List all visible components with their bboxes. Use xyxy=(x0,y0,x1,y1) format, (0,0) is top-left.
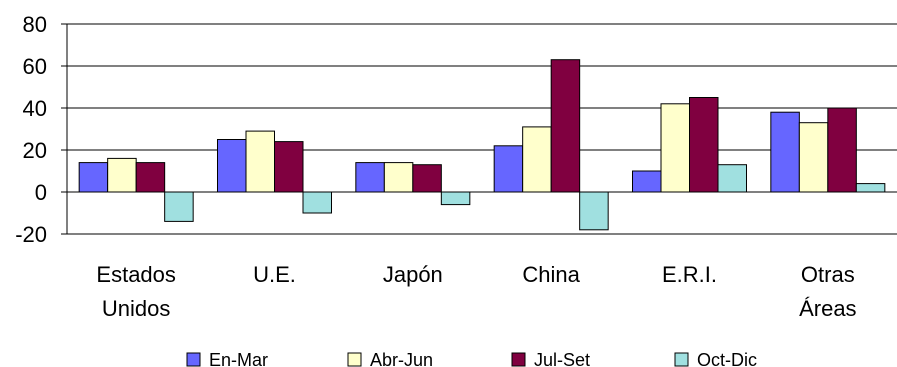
x-category-label: Otras Áreas xyxy=(799,262,856,321)
legend-label: Abr-Jun xyxy=(370,350,433,367)
legend-label: Oct-Dic xyxy=(697,350,757,367)
bar-en-mar-5 xyxy=(770,111,800,193)
bar-en-mar-4 xyxy=(632,170,662,193)
legend-swatch xyxy=(347,352,362,367)
bar-abr-jun-1 xyxy=(245,130,275,193)
bar-jul-set-2 xyxy=(412,164,442,193)
legend-swatch xyxy=(511,352,526,367)
legend-label: En-Mar xyxy=(209,350,268,367)
bar-jul-set-3 xyxy=(550,59,581,193)
bar-abr-jun-4 xyxy=(660,103,690,193)
x-category-label: Japón xyxy=(383,262,443,287)
bar-jul-set-1 xyxy=(274,141,304,193)
bar-jul-set-5 xyxy=(827,107,857,193)
bar-en-mar-0 xyxy=(78,162,109,193)
y-tick-label: 40 xyxy=(23,96,47,121)
y-tick-label: -20 xyxy=(15,222,47,247)
bar-oct-dic-3 xyxy=(579,191,609,231)
x-category-label: China xyxy=(522,262,580,287)
x-category-label: E.R.I. xyxy=(662,262,717,287)
x-category-label: Estados Unidos xyxy=(96,262,176,321)
bar-oct-dic-1 xyxy=(302,191,332,214)
bar-oct-dic-2 xyxy=(440,191,471,206)
bar-jul-set-0 xyxy=(135,162,166,193)
bar-en-mar-3 xyxy=(493,145,524,193)
bar-oct-dic-4 xyxy=(717,164,747,193)
bar-abr-jun-0 xyxy=(107,157,137,193)
bar-en-mar-2 xyxy=(355,162,385,193)
bar-oct-dic-0 xyxy=(164,191,194,222)
legend-swatch xyxy=(674,352,689,367)
x-axis-labels: Estados Unidos U.E. Japón China E.R.I. Otras Ár… xyxy=(96,262,856,321)
gridlines xyxy=(67,23,897,235)
bar-jul-set-4 xyxy=(689,97,719,193)
y-tick-label: 60 xyxy=(23,54,47,79)
bar-abr-jun-5 xyxy=(798,122,829,193)
bar-oct-dic-5 xyxy=(855,183,886,193)
y-tick-label: 0 xyxy=(35,180,47,205)
bar-en-mar-1 xyxy=(217,139,247,193)
bar-abr-jun-3 xyxy=(522,126,552,193)
bars xyxy=(78,59,886,231)
y-axis: -20 0 20 40 60 80 xyxy=(15,12,68,247)
legend: En-Mar Abr-Jun Jul-Set Oct-Dic xyxy=(186,350,757,367)
legend-label: Jul-Set xyxy=(534,350,590,367)
y-tick-label: 80 xyxy=(23,12,47,37)
x-category-label: U.E. xyxy=(253,262,296,287)
y-tick-label: 20 xyxy=(23,138,47,163)
legend-swatch xyxy=(186,352,201,367)
bar-abr-jun-2 xyxy=(383,162,414,193)
